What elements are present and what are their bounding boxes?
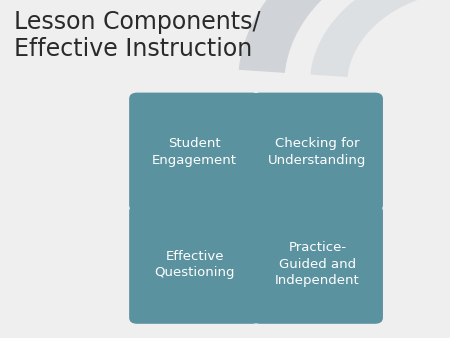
Text: Student
Engagement: Student Engagement	[152, 137, 237, 167]
FancyBboxPatch shape	[252, 93, 383, 211]
Text: Effective
Questioning: Effective Questioning	[154, 250, 235, 279]
Text: Lesson Components/
Effective Instruction: Lesson Components/ Effective Instruction	[14, 10, 260, 61]
FancyBboxPatch shape	[252, 205, 383, 324]
FancyBboxPatch shape	[129, 205, 260, 324]
Polygon shape	[234, 192, 278, 224]
Polygon shape	[239, 0, 450, 72]
Text: Practice-
Guided and
Independent: Practice- Guided and Independent	[275, 241, 360, 288]
Text: Checking for
Understanding: Checking for Understanding	[268, 137, 367, 167]
FancyBboxPatch shape	[129, 93, 260, 211]
Polygon shape	[311, 0, 450, 76]
